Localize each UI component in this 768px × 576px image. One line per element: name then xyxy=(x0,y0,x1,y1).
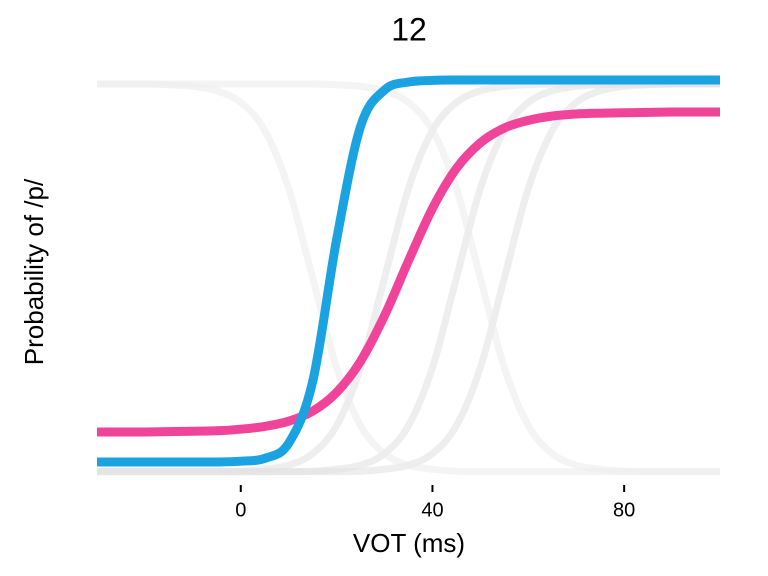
x-tick-label: 80 xyxy=(613,499,635,521)
y-axis-label: Probability of /p/ xyxy=(19,178,49,365)
series-line xyxy=(97,75,720,467)
x-tick-label: 0 xyxy=(235,499,246,521)
series-line xyxy=(97,80,720,476)
series-line xyxy=(96,107,720,437)
series-line xyxy=(97,80,720,476)
series-line xyxy=(97,80,720,476)
x-axis-label: VOT (ms) xyxy=(353,528,465,558)
x-tick-label: 40 xyxy=(421,499,443,521)
chart-title: 12 xyxy=(391,11,427,47)
series-line xyxy=(97,80,720,476)
series-line xyxy=(97,80,720,476)
